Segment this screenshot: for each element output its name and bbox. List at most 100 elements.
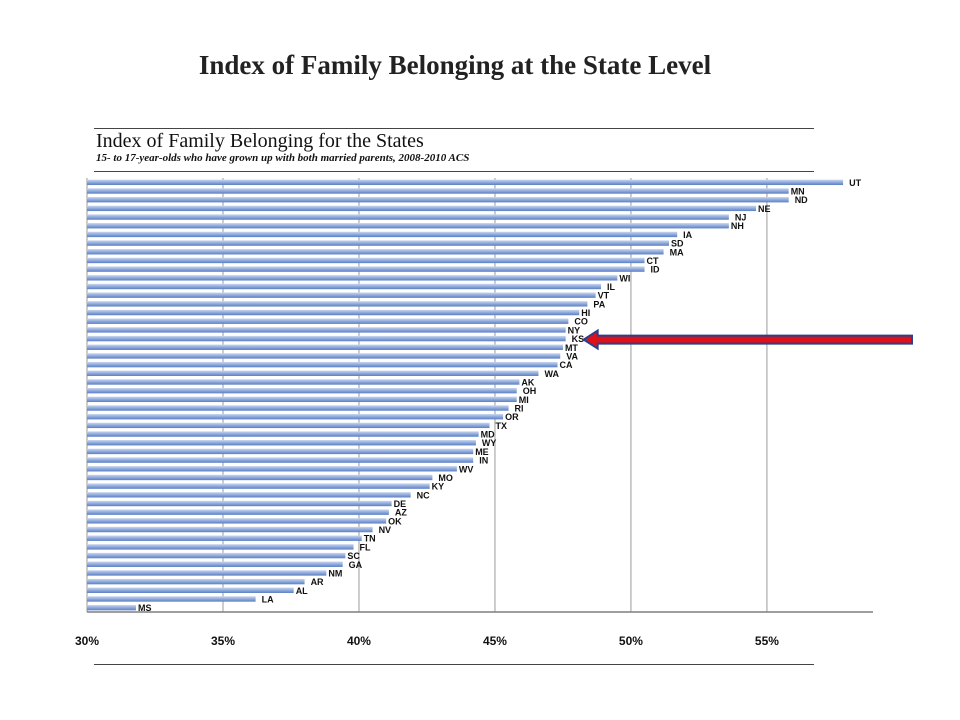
bar-label-id: ID bbox=[651, 265, 661, 275]
chart-title: Index of Family Belonging for the States bbox=[96, 130, 424, 152]
bar-mt bbox=[87, 344, 563, 350]
bar-me bbox=[87, 448, 474, 455]
bar-mo bbox=[87, 474, 433, 481]
bar-label-il: IL bbox=[607, 282, 616, 292]
bar-label-pa: PA bbox=[593, 299, 605, 309]
bar-id bbox=[87, 266, 645, 272]
bar-il bbox=[87, 283, 602, 290]
bar-ca bbox=[87, 361, 558, 368]
bar-ct bbox=[87, 257, 645, 264]
bar-label-ri: RI bbox=[515, 404, 524, 414]
bar-label-nc: NC bbox=[417, 490, 430, 500]
bar-label-oh: OH bbox=[523, 386, 537, 396]
bar-ma bbox=[87, 249, 664, 255]
bar-label-me: ME bbox=[475, 447, 489, 457]
bar-label-co: CO bbox=[574, 317, 588, 327]
bar-ne bbox=[87, 205, 757, 212]
bar-label-sd: SD bbox=[671, 239, 684, 249]
bar-label-va: VA bbox=[566, 351, 578, 361]
bar-ia bbox=[87, 231, 678, 238]
bar-sd bbox=[87, 240, 670, 246]
bar-label-mi: MI bbox=[519, 395, 529, 405]
x-tick-label: 40% bbox=[347, 634, 371, 648]
bar-label-tx: TX bbox=[496, 421, 508, 431]
bar-al bbox=[87, 587, 294, 593]
bars bbox=[87, 179, 844, 611]
bar-label-wy: WY bbox=[482, 438, 497, 448]
bar-label-ia: IA bbox=[683, 230, 693, 240]
slide-title: Index of Family Belonging at the State L… bbox=[198, 50, 712, 80]
bar-label-ak: AK bbox=[521, 377, 534, 387]
bar-label-ca: CA bbox=[560, 360, 573, 370]
highlight-arrow bbox=[581, 328, 913, 351]
bar-ak bbox=[87, 379, 520, 385]
bar-oh bbox=[87, 387, 517, 394]
bar-nv bbox=[87, 526, 373, 533]
bar-nd bbox=[87, 197, 789, 203]
bar-ga bbox=[87, 561, 343, 567]
bar-label-nm: NM bbox=[328, 568, 342, 578]
annotations bbox=[581, 328, 913, 351]
bar-label-wi: WI bbox=[619, 273, 630, 283]
bar-label-ky: KY bbox=[432, 482, 445, 492]
x-axis: 30% 35% 40% 45% 50% 55% bbox=[75, 611, 873, 648]
bar-label-ut: UT bbox=[849, 178, 861, 188]
bar-label-ma: MA bbox=[670, 247, 684, 257]
bar-ok bbox=[87, 518, 387, 524]
x-tick-label: 35% bbox=[211, 634, 235, 648]
bar-az bbox=[87, 509, 389, 515]
bar-wa bbox=[87, 370, 539, 376]
bar-label-de: DE bbox=[394, 499, 407, 509]
bar-vt bbox=[87, 292, 596, 298]
bar-or bbox=[87, 414, 504, 420]
bar-label-ny: NY bbox=[568, 325, 581, 335]
chart-top-rule bbox=[94, 128, 814, 129]
bar-label-in: IN bbox=[479, 456, 488, 466]
x-tick-label: 55% bbox=[755, 634, 779, 648]
chart-header-rule bbox=[94, 171, 814, 172]
bar-in bbox=[87, 457, 474, 463]
bar-label-mn: MN bbox=[791, 187, 805, 197]
bar-nm bbox=[87, 570, 327, 576]
bar-nj bbox=[87, 214, 729, 220]
bar-va bbox=[87, 353, 561, 359]
bar-label-tn: TN bbox=[364, 534, 376, 544]
bar-label-fl: FL bbox=[360, 542, 371, 552]
bar-label-ms: MS bbox=[138, 603, 152, 613]
bar-label-az: AZ bbox=[395, 508, 407, 518]
bar-label-nj: NJ bbox=[735, 213, 747, 223]
bar-label-wv: WV bbox=[459, 464, 474, 474]
bar-ri bbox=[87, 405, 509, 411]
bar-ky bbox=[87, 483, 430, 489]
bar-label-la: LA bbox=[262, 594, 274, 604]
bar-wv bbox=[87, 466, 457, 472]
bar-label-nv: NV bbox=[379, 525, 392, 535]
bar-md bbox=[87, 431, 479, 437]
bar-ks bbox=[87, 335, 566, 342]
bar-wy bbox=[87, 440, 476, 446]
bar-label-or: OR bbox=[505, 412, 519, 422]
bar-wi bbox=[87, 275, 618, 281]
bar-tx bbox=[87, 422, 490, 429]
bar-label-sc: SC bbox=[347, 551, 360, 561]
bar-nh bbox=[87, 223, 729, 229]
bar-label-nh: NH bbox=[731, 221, 744, 231]
bar-ms bbox=[87, 604, 136, 611]
bar-pa bbox=[87, 301, 588, 307]
x-tick-label: 30% bbox=[75, 634, 99, 648]
bar-label-md: MD bbox=[481, 430, 495, 440]
bar-mn bbox=[87, 188, 789, 194]
bar-la bbox=[87, 596, 256, 602]
bar-label-ga: GA bbox=[349, 560, 363, 570]
bar-label-ks: KS bbox=[572, 334, 585, 344]
bar-label-mo: MO bbox=[438, 473, 453, 483]
bar-ny bbox=[87, 327, 566, 333]
bar-label-nd: ND bbox=[795, 195, 808, 205]
bar-label-ar: AR bbox=[311, 577, 324, 587]
bar-label-ct: CT bbox=[647, 256, 659, 266]
bar-mi bbox=[87, 396, 517, 403]
bar-label-mt: MT bbox=[565, 343, 578, 353]
bar-nc bbox=[87, 492, 411, 498]
